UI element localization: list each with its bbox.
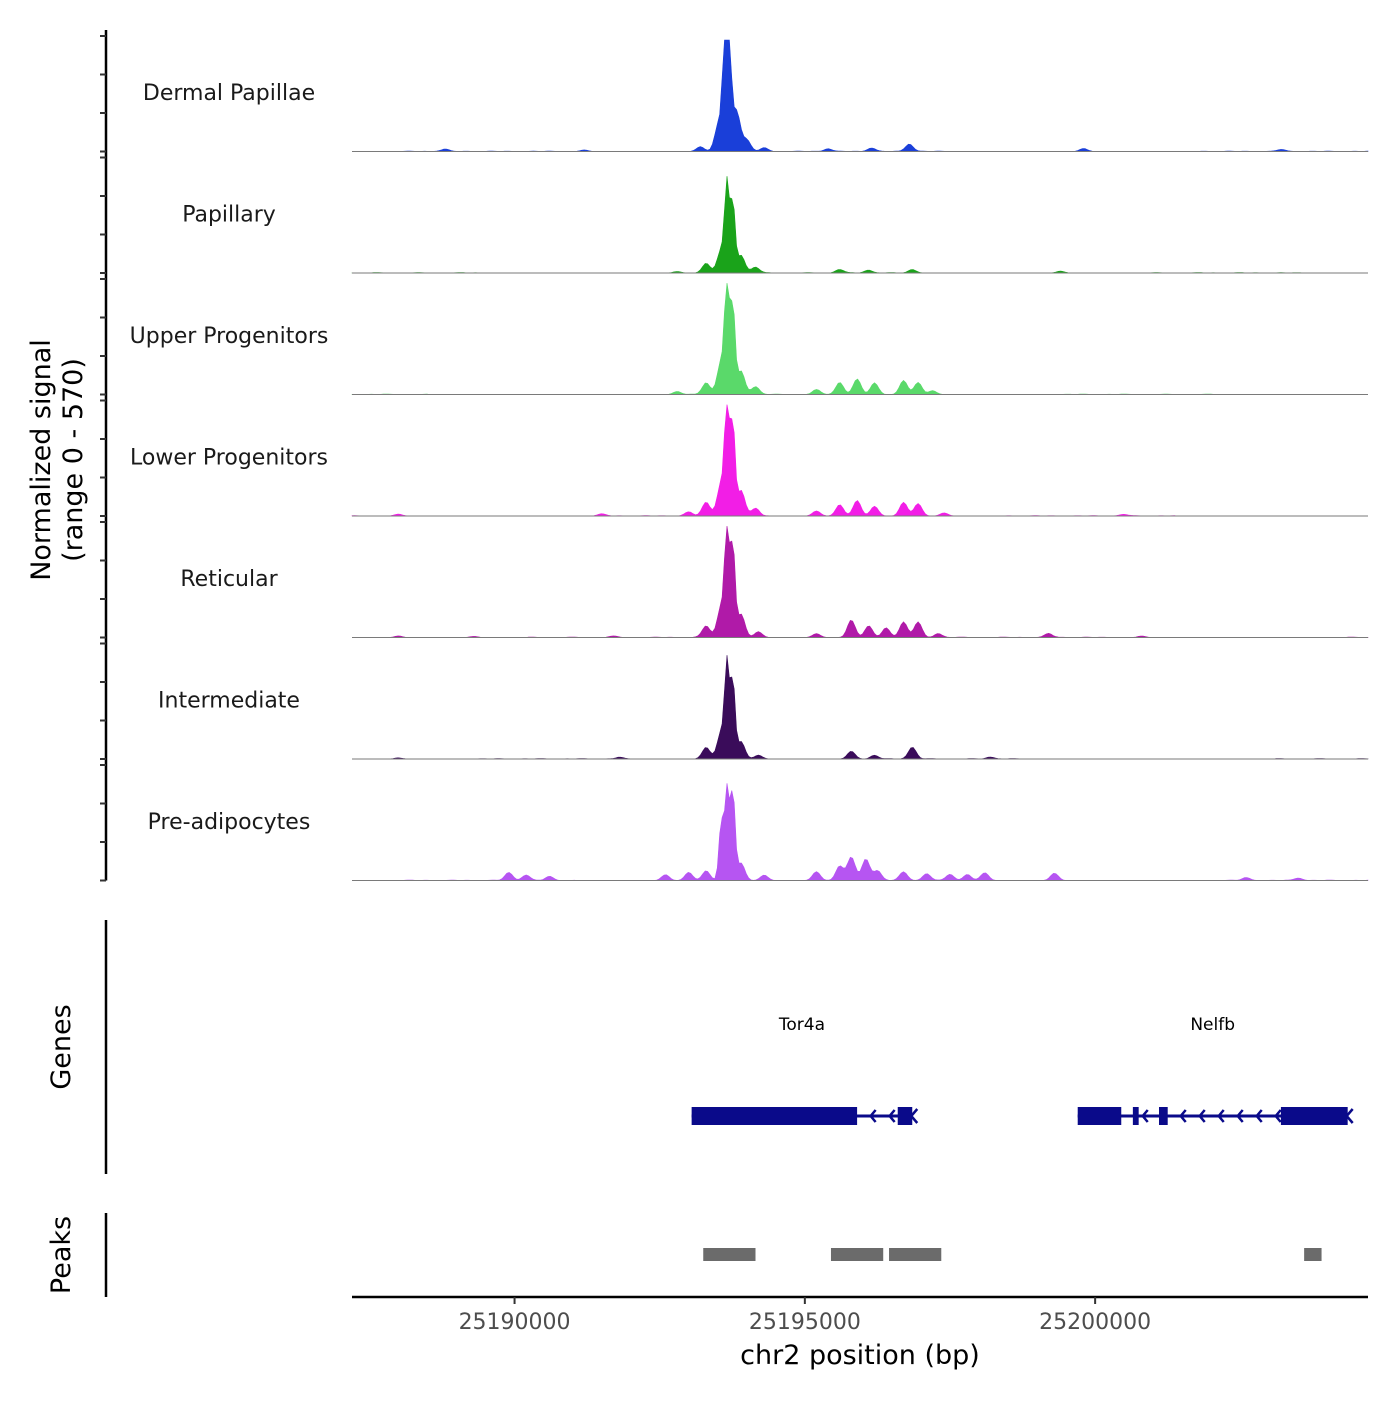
strand-arrow-icon [888,1109,896,1123]
track-label: Reticular [180,567,278,592]
signal-area [351,176,1368,274]
y-axis-range-label: (range 0 - 570) [58,358,89,562]
gene-tor4a: Tor4a [691,1015,919,1125]
track-label: Dermal Papillae [143,81,315,106]
signal-area [352,39,1369,152]
track-label: Lower Progenitors [130,446,328,471]
y-axis-label: Normalized signal [26,339,57,581]
strand-arrow-icon [1255,1109,1263,1123]
x-axis: 25190000 25195000 25200000 [352,1295,1368,1335]
track-label: Intermediate [158,689,300,714]
strand-arrow-icon [1217,1109,1225,1123]
gene-name: Tor4a [778,1015,825,1035]
track-label: Pre-adipocytes [148,810,311,835]
peaks-axis-label: Peaks [46,1216,77,1294]
strand-arrow-icon [909,1108,919,1124]
track-label: Papillary [182,203,276,228]
signal-area [351,404,1368,517]
strand-arrow-icon [1198,1109,1206,1123]
gene-exon [691,1107,858,1125]
track-reticular: Reticular [180,525,1369,638]
peak-region [703,1248,756,1261]
x-tick-label: 25200000 [1039,1310,1151,1335]
strand-arrow-icon [1179,1109,1187,1123]
gene-exon [1158,1107,1168,1125]
x-axis-label: chr2 position (bp) [740,1340,980,1371]
peak-track [703,1248,1322,1261]
strand-arrow-icon [1141,1109,1149,1123]
track-lower-progenitors: Lower Progenitors [130,404,1368,517]
strand-arrow-icon [869,1109,877,1123]
peak-region [1304,1248,1322,1261]
coverage-tracks: Dermal Papillae Papillary Upper Progenitor… [130,39,1369,881]
track-intermediate: Intermediate [158,655,1369,760]
genes-axis-label: Genes [46,1004,77,1089]
gene-exon [897,1107,913,1125]
strand-arrow-icon [1345,1108,1354,1124]
signal-area [352,783,1369,881]
x-tick-label: 25190000 [459,1310,571,1335]
gene-track: Tor4a Nelfb [691,1015,1354,1125]
strand-arrow-icon [1274,1109,1282,1123]
track-pre-adipocytes: Pre-adipocytes [148,783,1369,881]
peak-region [889,1248,942,1261]
track-papillary: Papillary [182,176,1368,274]
signal-area [351,282,1368,395]
gene-exon [1280,1107,1348,1125]
peak-region [830,1248,884,1261]
strand-arrow-icon [1236,1109,1244,1123]
track-upper-progenitors: Upper Progenitors [130,282,1368,395]
x-tick-label: 25195000 [749,1310,861,1335]
track-dermal-papillae: Dermal Papillae [143,39,1369,152]
signal-area [352,525,1369,638]
signal-area [352,655,1369,760]
track-label: Upper Progenitors [130,324,329,349]
left-axes [100,30,108,1297]
gene-exon [1132,1107,1139,1125]
gene-name: Nelfb [1190,1015,1235,1035]
gene-exon [1077,1107,1122,1125]
gene-nelfb: Nelfb [1077,1015,1354,1125]
